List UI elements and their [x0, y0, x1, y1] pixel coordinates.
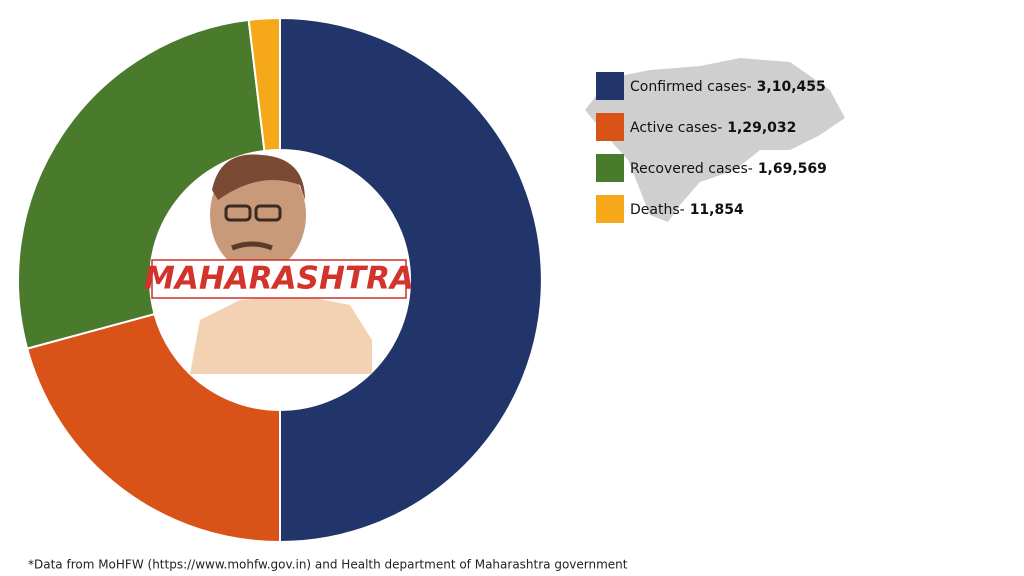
legend-swatch — [596, 154, 624, 182]
legend-label: Deaths- — [630, 202, 685, 218]
footnote: *Data from MoHFW (https://www.mohfw.gov.… — [28, 558, 628, 572]
legend: Confirmed cases- 3,10,455 Active cases- 1,2… — [596, 72, 827, 223]
legend-swatch — [596, 72, 624, 100]
legend-value: 1,69,569 — [758, 161, 827, 177]
legend-value: 1,29,032 — [727, 120, 796, 136]
legend-swatch — [596, 195, 624, 223]
legend-label: Active cases- — [630, 120, 722, 136]
legend-entry: Deaths- 11,854 — [630, 202, 744, 218]
legend-entry: Recovered cases- 1,69,569 — [630, 161, 827, 177]
legend-entry: Confirmed cases- 3,10,455 — [630, 79, 826, 95]
center-label-box — [151, 259, 407, 299]
map-silhouette — [585, 58, 845, 222]
legend-entry: Active cases- 1,29,032 — [630, 120, 796, 136]
slice — [279, 16, 543, 544]
slice — [25, 312, 281, 544]
slice — [247, 16, 281, 153]
slice — [17, 18, 266, 350]
center-label: MAHARASHTRA — [144, 261, 414, 297]
legend-swatch — [596, 113, 624, 141]
legend-label: Recovered cases- — [630, 161, 753, 177]
legend-value: 11,854 — [690, 202, 744, 218]
portrait — [190, 154, 372, 374]
legend-label: Confirmed cases- — [630, 79, 752, 95]
legend-value: 3,10,455 — [757, 79, 826, 95]
